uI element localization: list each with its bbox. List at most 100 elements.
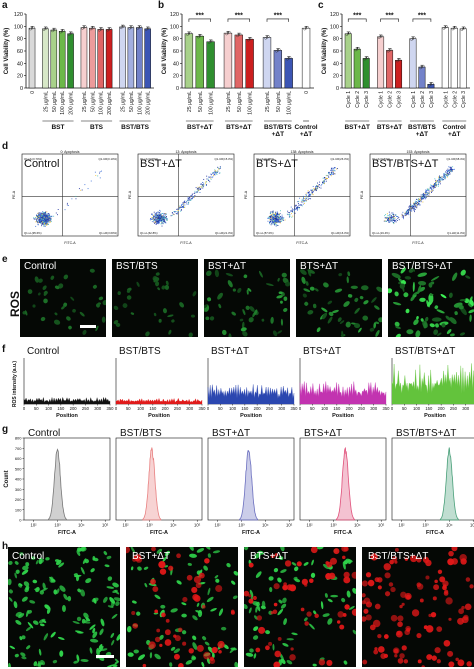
- flow-event: [414, 211, 415, 213]
- live-cell: [154, 594, 161, 600]
- flow-event: [424, 192, 426, 194]
- flow-event: [435, 185, 437, 187]
- flow-event: [40, 222, 41, 224]
- live-cell: [156, 548, 163, 554]
- dead-cell: [410, 555, 418, 563]
- flow-event: [278, 221, 280, 223]
- flow-event: [271, 222, 273, 224]
- ros-cell: [157, 287, 160, 291]
- flow-event: [438, 182, 440, 184]
- flow-event: [160, 223, 162, 225]
- dead-cell: [434, 647, 441, 654]
- ros-cells: [113, 272, 197, 337]
- live-cell: [269, 586, 273, 593]
- flow-event: [162, 212, 164, 214]
- live-cell: [202, 636, 207, 641]
- panel-label-a: a: [2, 0, 8, 11]
- replicate-dot: [357, 47, 360, 50]
- flow-event: [277, 218, 279, 220]
- flow-event: [328, 176, 330, 178]
- flow-event: [276, 215, 278, 217]
- flow-event: [439, 183, 441, 185]
- flow-event: [409, 205, 411, 207]
- replicate-dot: [189, 31, 192, 35]
- histogram-x-label: FITC-A: [242, 530, 260, 536]
- flow-event: [417, 203, 419, 205]
- category-label: 50 μg/mL: [129, 91, 135, 112]
- live-cell: [9, 645, 16, 650]
- live-cell: [39, 623, 45, 627]
- flow-event: [394, 220, 396, 222]
- flow-event: [422, 201, 424, 203]
- flow-event: [287, 210, 289, 212]
- flow-event: [163, 217, 165, 219]
- flow-event: [171, 215, 173, 217]
- flow-event: [275, 212, 276, 214]
- flow-event: [419, 202, 420, 204]
- flow-event: [300, 201, 302, 203]
- dead-cell: [447, 558, 455, 566]
- flow-event: [294, 212, 296, 214]
- flow-event: [386, 216, 388, 218]
- live-cell: [80, 658, 89, 662]
- flow-event: [413, 205, 415, 207]
- live-cell: [343, 560, 348, 565]
- profile-x-label: Position: [56, 413, 78, 419]
- dead-cell: [156, 628, 161, 633]
- flow-event: [164, 214, 166, 216]
- flow-event: [439, 175, 440, 177]
- flow-event: [159, 213, 161, 215]
- profile-x-label: Position: [424, 413, 446, 419]
- flow-event: [153, 214, 155, 216]
- flow-event: [289, 215, 291, 217]
- live-cell: [45, 557, 50, 561]
- histogram-y-tick-label: 500: [15, 466, 22, 471]
- flow-event: [294, 207, 296, 209]
- ros-cell: [27, 289, 33, 294]
- flow-event: [325, 178, 327, 180]
- significance-stars: ***: [353, 12, 361, 19]
- flow-event: [48, 213, 50, 214]
- live-cell: [27, 621, 34, 629]
- flow-event: [161, 222, 163, 224]
- flow-event: [303, 197, 305, 199]
- flow-event: [40, 212, 42, 214]
- bar: [105, 29, 113, 89]
- flow-event: [389, 218, 391, 220]
- flow-event: [272, 218, 274, 220]
- live-cell: [286, 638, 294, 641]
- flow-event: [295, 204, 297, 206]
- flow-event: [47, 222, 49, 224]
- category-label: 25 μg/mL: [265, 91, 271, 112]
- flow-event: [445, 174, 447, 176]
- flow-event: [305, 197, 307, 199]
- quadrant-ll: Q1-LL(19.4%): [372, 231, 390, 235]
- live-cell: [253, 653, 257, 659]
- flow-event: [191, 198, 193, 199]
- flow-event: [445, 171, 446, 173]
- flow-event: [318, 184, 320, 186]
- flow-event: [162, 221, 164, 223]
- ros-cell: [431, 275, 440, 282]
- ros-cell: [222, 329, 227, 336]
- flow-event: [151, 218, 153, 220]
- profile-y-label: ROS intensity (a.u.): [12, 361, 18, 407]
- ros-image: BST/BTS: [112, 259, 198, 337]
- flow-event: [431, 184, 433, 186]
- ros-cell: [188, 332, 193, 337]
- live-dead-image: BST/BTS+ΔT: [362, 547, 474, 667]
- profile-x-tick-label: 50: [126, 406, 131, 411]
- flow-event: [187, 202, 189, 204]
- group-label: Control: [443, 124, 466, 131]
- ros-cell: [307, 310, 314, 315]
- flow-event: [157, 219, 159, 220]
- ros-cell: [300, 269, 307, 275]
- flow-event: [33, 217, 35, 219]
- flow-event: [41, 223, 43, 225]
- profile-x-tick-label: 100: [137, 406, 145, 411]
- flow-event: [411, 205, 413, 207]
- flow-event: [197, 189, 199, 191]
- flow-event: [206, 175, 208, 177]
- live-cell: [23, 581, 30, 587]
- ros-cell: [316, 327, 321, 333]
